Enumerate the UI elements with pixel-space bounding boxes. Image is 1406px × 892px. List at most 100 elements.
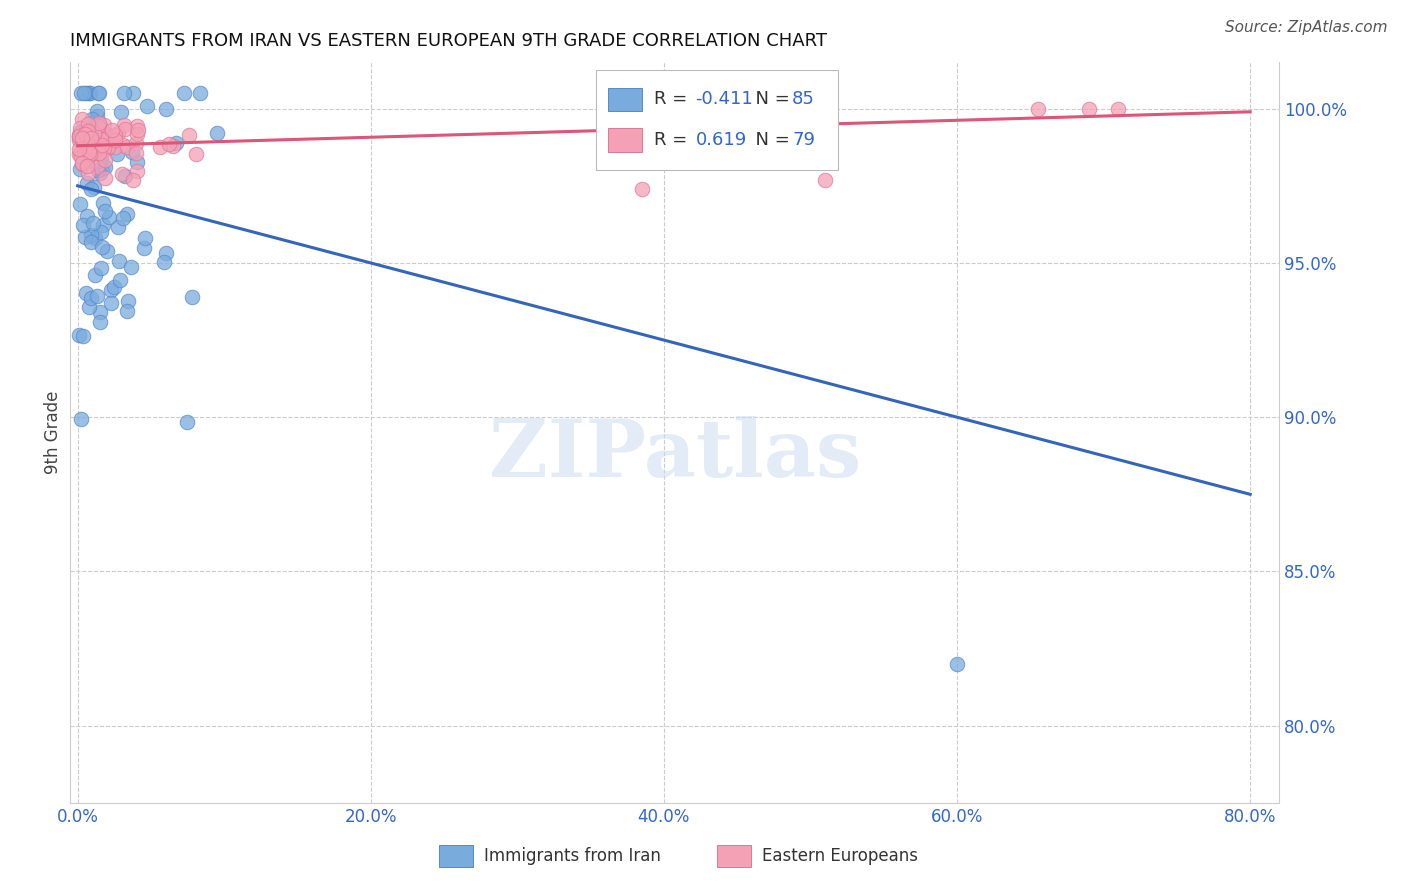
Point (91, 240, 114, 254)
Point (90, 147, 112, 161)
Point (112, 118, 135, 132)
Point (73, 127, 96, 141)
Point (79, 300, 101, 314)
Point (190, 87, 212, 101)
FancyBboxPatch shape (609, 128, 643, 152)
Text: -0.411: -0.411 (696, 90, 754, 109)
Point (90, 225, 112, 239)
Point (89, 115, 111, 129)
Point (111, 138, 134, 153)
Point (67, 128, 90, 143)
Point (115, 140, 138, 154)
Point (162, 139, 184, 153)
Point (69, 412, 91, 426)
Point (72, 147, 94, 161)
Point (814, 172, 837, 186)
Point (173, 87, 195, 101)
Point (79, 87, 101, 101)
Point (91, 195, 114, 210)
Point (93, 127, 115, 141)
Point (90, 152, 112, 166)
Point (75, 142, 97, 156)
FancyBboxPatch shape (609, 87, 643, 112)
Point (67, 146, 90, 161)
Point (125, 136, 148, 150)
Point (101, 123, 124, 137)
Point (83, 144, 105, 158)
Point (114, 169, 136, 184)
FancyBboxPatch shape (439, 845, 472, 867)
Point (107, 126, 129, 140)
Point (103, 280, 125, 294)
FancyBboxPatch shape (717, 845, 751, 867)
Point (76, 123, 98, 137)
Text: IMMIGRANTS FROM IRAN VS EASTERN EUROPEAN 9TH GRADE CORRELATION CHART: IMMIGRANTS FROM IRAN VS EASTERN EUROPEAN… (70, 32, 827, 50)
Text: R =: R = (654, 90, 693, 109)
Point (91, 161, 114, 176)
Text: 0.619: 0.619 (696, 131, 747, 149)
Point (69, 196, 91, 211)
Point (82, 215, 104, 229)
Point (67, 129, 90, 144)
Point (87, 153, 110, 168)
Point (100, 283, 122, 297)
Point (73, 138, 96, 153)
Point (80, 228, 103, 243)
Point (80, 131, 103, 145)
Point (87, 87, 110, 101)
Point (96, 141, 118, 155)
Point (93, 140, 115, 154)
Point (82, 154, 104, 169)
Point (89, 304, 111, 318)
Point (76, 138, 98, 153)
Point (176, 415, 198, 429)
Point (125, 127, 148, 141)
Point (67, 142, 90, 156)
Point (75, 136, 97, 151)
Text: 85: 85 (792, 90, 815, 109)
Point (70, 157, 93, 171)
Point (184, 146, 207, 161)
Point (70, 150, 93, 164)
Point (108, 273, 131, 287)
Point (80, 131, 103, 145)
Point (89, 87, 111, 101)
Point (75, 286, 97, 301)
Point (86, 160, 108, 174)
Point (135, 99, 157, 113)
Point (104, 128, 127, 142)
Point (69, 134, 91, 148)
Text: R =: R = (654, 131, 699, 149)
Point (87, 119, 110, 133)
Point (103, 133, 125, 147)
Point (120, 260, 142, 274)
Point (96, 244, 118, 259)
Point (69, 120, 91, 135)
Point (127, 123, 149, 137)
Point (155, 102, 177, 116)
Point (77, 124, 100, 138)
Point (105, 147, 128, 161)
Point (121, 145, 143, 159)
Point (77, 87, 100, 101)
Point (124, 146, 146, 161)
Point (91, 218, 114, 232)
Point (94, 135, 117, 149)
Point (153, 254, 176, 268)
Point (83, 126, 105, 140)
Point (76, 129, 98, 144)
Point (77, 117, 100, 131)
Point (117, 303, 139, 318)
Point (149, 140, 172, 154)
Point (89, 166, 111, 180)
Point (69, 125, 91, 139)
Point (80, 235, 103, 250)
Point (114, 122, 136, 136)
Text: N =: N = (744, 90, 796, 109)
Point (134, 231, 156, 245)
Point (70, 112, 93, 126)
Point (104, 139, 127, 153)
Point (83, 180, 105, 194)
Point (76, 140, 98, 154)
Point (70, 87, 93, 101)
